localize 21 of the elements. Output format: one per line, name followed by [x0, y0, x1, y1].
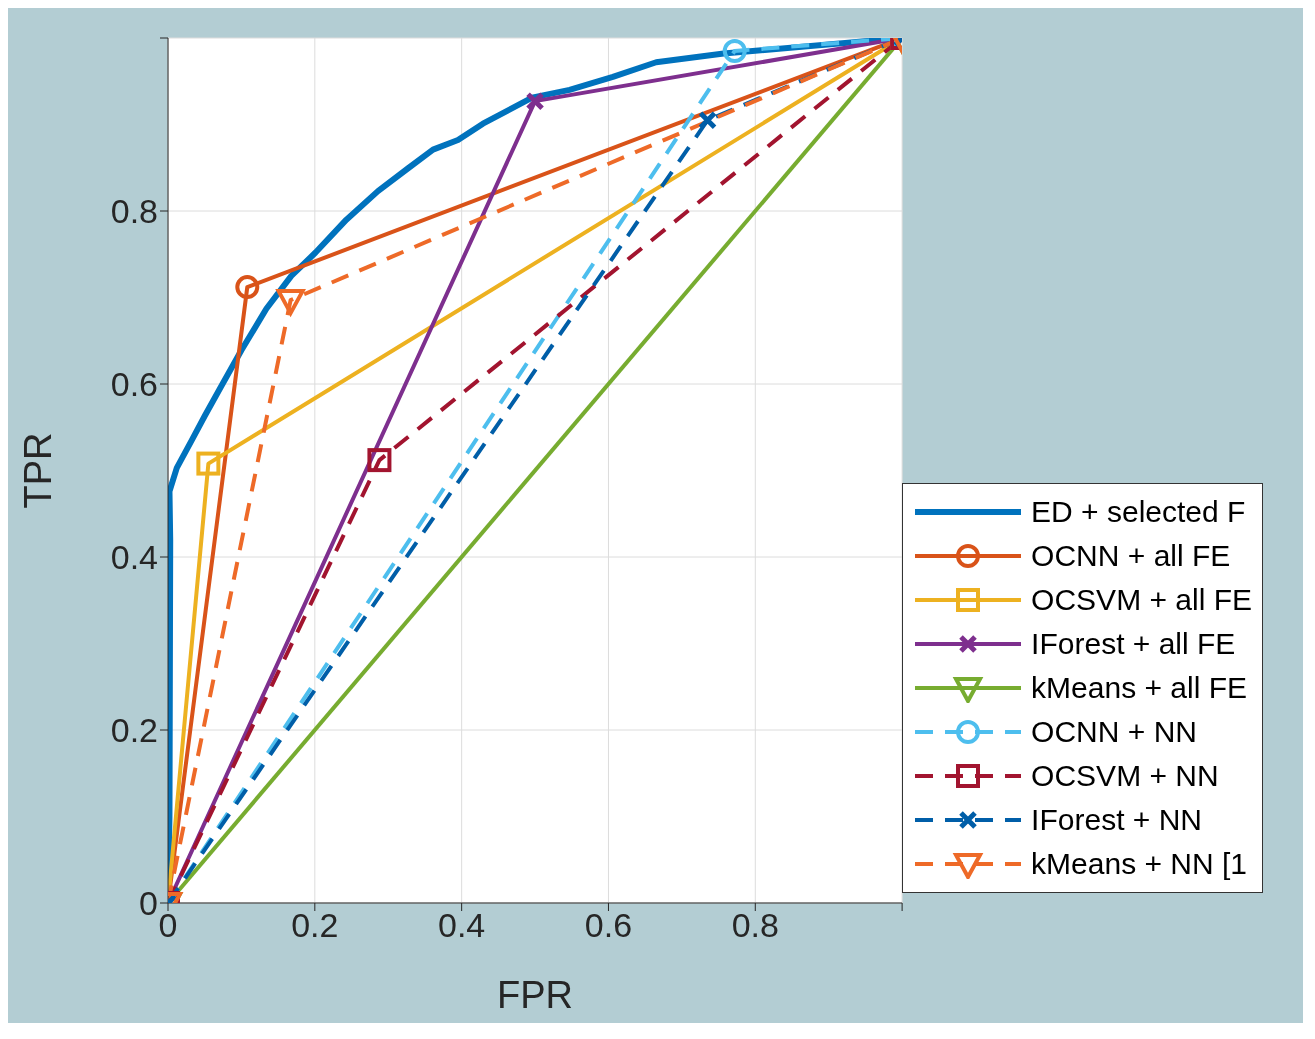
- legend-label: kMeans + all FE: [1031, 671, 1248, 705]
- point: [235, 275, 260, 300]
- y-tick-label: 0.8: [110, 192, 158, 231]
- legend-label: IForest + all FE: [1031, 627, 1236, 661]
- legend-label: OCSVM + NN: [1031, 759, 1219, 793]
- legend-label: IForest + NN: [1031, 803, 1202, 837]
- y-axis-title: TPR: [17, 432, 60, 509]
- x-axis-title: FPR: [497, 974, 574, 1016]
- y-tick-label: 0.6: [110, 365, 158, 404]
- legend-label: ED + selected F: [1031, 495, 1246, 529]
- point: [196, 451, 221, 476]
- legend-label: OCSVM + all FE: [1031, 583, 1252, 617]
- x-tick-label: 0.2: [291, 906, 339, 945]
- x-tick-label: 0.4: [438, 906, 486, 945]
- y-tick-label: 0.4: [110, 538, 158, 577]
- legend-label: OCNN + NN: [1031, 715, 1197, 749]
- legend-label: OCNN + all FE: [1031, 539, 1231, 573]
- y-tick-label: 0.2: [110, 711, 158, 750]
- x-tick-label: 0.6: [584, 906, 633, 945]
- legend-label: kMeans + NN [1: [1031, 847, 1248, 881]
- x-tick-label: 0.8: [731, 906, 779, 945]
